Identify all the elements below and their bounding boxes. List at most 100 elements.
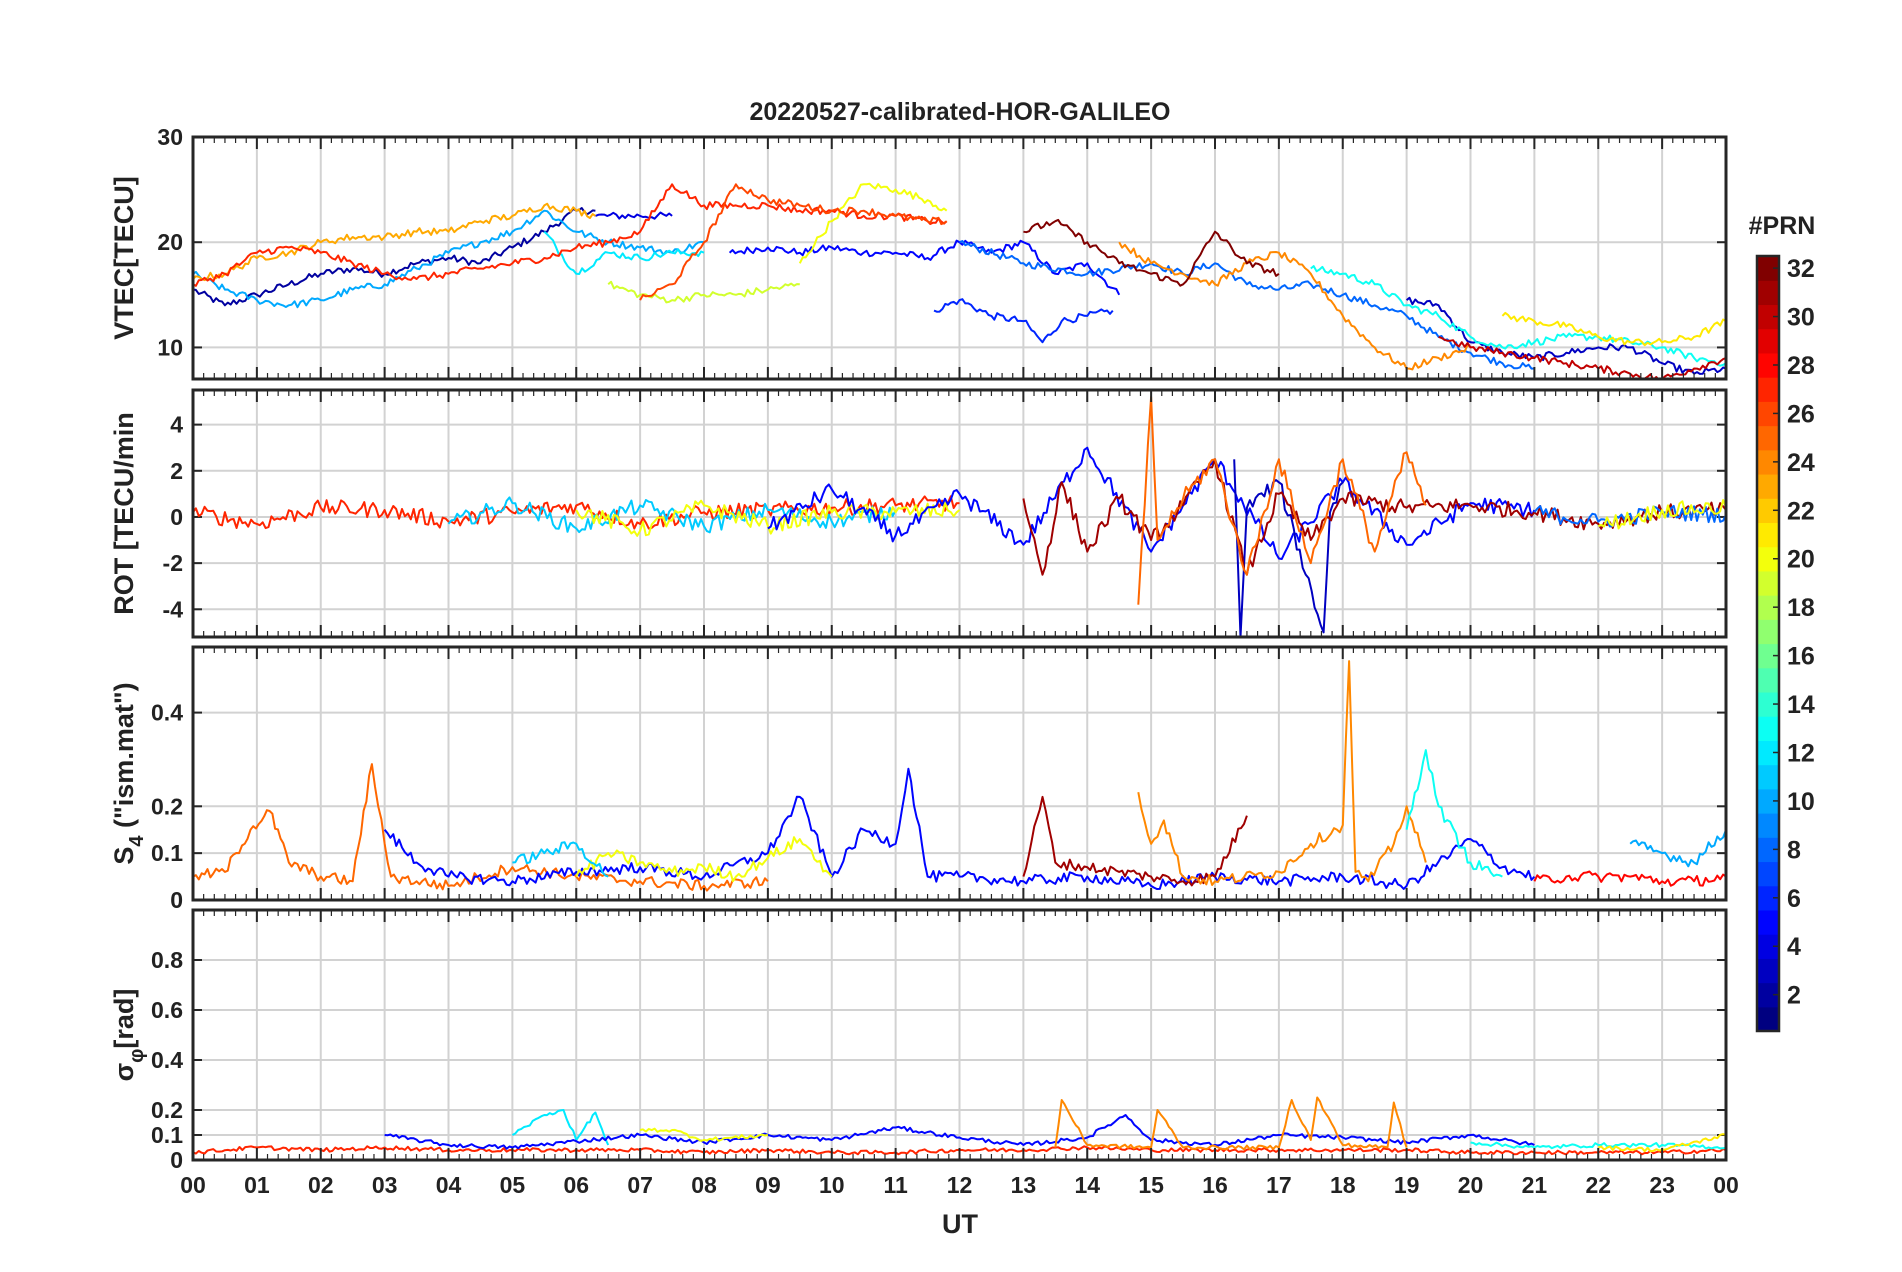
colorbar-segment — [1757, 304, 1779, 330]
y-tick-label: 0 — [170, 1147, 183, 1173]
colorbar-segment — [1757, 934, 1779, 959]
colorbar-tick-label: 12 — [1787, 739, 1815, 767]
series-line-prn-21 — [1501, 311, 1726, 347]
colorbar-tick-label: 16 — [1787, 643, 1815, 671]
series-line-prn-24 — [1054, 1096, 1408, 1151]
x-tick-label: 01 — [244, 1172, 270, 1198]
y-tick-label: 30 — [157, 124, 183, 150]
colorbar-segment — [1757, 1006, 1779, 1032]
panel-s4-series — [193, 660, 1726, 892]
series-line-prn-25 — [193, 763, 769, 892]
x-axis-label: UT — [942, 1209, 978, 1239]
x-tick-label: 00 — [180, 1172, 206, 1198]
colorbar-segment — [1757, 885, 1779, 911]
panel-s4-frame — [191, 645, 1728, 902]
x-tick-label: 16 — [1202, 1172, 1228, 1198]
series-line-prn-3 — [1233, 459, 1344, 637]
colorbar-tick-label: 10 — [1787, 788, 1815, 816]
colorbar-segment — [1757, 328, 1779, 354]
series-line-prn-4 — [595, 211, 673, 220]
x-tick-label: 00 — [1713, 1172, 1739, 1198]
colorbar-segment — [1757, 352, 1779, 378]
y-tick-label: 0.1 — [151, 840, 183, 866]
x-tick-label: 22 — [1585, 1172, 1611, 1198]
x-tick-label: 07 — [627, 1172, 653, 1198]
series-line-prn-11 — [512, 841, 609, 878]
colorbar-segment — [1757, 449, 1779, 475]
series-line-prn-11 — [447, 496, 897, 534]
series-line-prn-20 — [575, 836, 833, 883]
colorbar-segment — [1757, 570, 1779, 596]
y-axis-label-sigma: σφ[rad] — [109, 989, 148, 1082]
panel-vtec: 10 20 30 VTEC[TECU] — [109, 124, 1728, 381]
y-tick-label: -4 — [163, 596, 184, 622]
x-tick-label: 05 — [500, 1172, 526, 1198]
colorbar-segment — [1757, 498, 1779, 524]
y-tick-label: 0.4 — [151, 700, 183, 726]
panel-vtec-frame — [191, 135, 1728, 381]
series-line-prn-5 — [384, 1114, 1535, 1150]
x-tick-label: 19 — [1394, 1172, 1420, 1198]
x-tick-label: 21 — [1522, 1172, 1548, 1198]
y-tick-label: 0.6 — [151, 997, 183, 1023]
y-tick-label: 0.4 — [151, 1047, 183, 1073]
y-tick-label: -2 — [163, 550, 183, 576]
series-line-prn-23 — [193, 202, 596, 282]
x-tick-label: 17 — [1266, 1172, 1292, 1198]
y-tick-label: 0.8 — [151, 947, 183, 973]
series-line-prn-12 — [543, 230, 705, 275]
colorbar-segment — [1757, 425, 1779, 451]
colorbar-segment — [1757, 691, 1779, 717]
y-tick-label: 0 — [170, 887, 183, 913]
colorbar-tick-label: 14 — [1787, 691, 1815, 719]
series-line-prn-10 — [193, 209, 705, 309]
colorbar-tick-label: 8 — [1787, 836, 1801, 864]
x-tick-label: 23 — [1649, 1172, 1675, 1198]
series-line-prn-26 — [639, 183, 948, 301]
series-line-prn-5 — [728, 239, 1121, 296]
colorbar-segment — [1757, 401, 1779, 427]
y-axis-label-vtec: VTEC[TECU] — [109, 176, 139, 340]
panel-vtec-series — [193, 182, 1726, 379]
x-tick-label: 10 — [819, 1172, 845, 1198]
colorbar-tick-label: 6 — [1787, 885, 1801, 913]
colorbar-segment — [1757, 788, 1779, 814]
colorbar-segment — [1757, 837, 1779, 863]
series-line-prn-12 — [511, 1109, 610, 1146]
series-line-prn-3 — [1405, 296, 1726, 375]
x-tick-label: 04 — [436, 1172, 462, 1198]
colorbar-tick-label: 24 — [1787, 449, 1815, 477]
series-line-prn-5 — [767, 446, 1536, 560]
x-tick-label: 03 — [372, 1172, 398, 1198]
colorbar-segment — [1757, 522, 1779, 548]
colorbar-segment — [1757, 546, 1779, 572]
series-line-prn-13 — [1310, 265, 1726, 367]
colorbar-segment — [1757, 740, 1779, 766]
x-tick-label: 06 — [563, 1172, 589, 1198]
colorbar-segment — [1757, 619, 1779, 645]
colorbar-tick-label: 4 — [1787, 933, 1801, 961]
series-line-prn-27 — [193, 183, 948, 287]
colorbar-tick-label: 22 — [1787, 497, 1815, 525]
colorbar-segment — [1757, 595, 1779, 620]
x-tick-label: 12 — [947, 1172, 973, 1198]
y-axis-label-rot: ROT [TECU/min — [109, 412, 139, 615]
colorbar-segment — [1757, 377, 1779, 402]
y-tick-label: 0.2 — [151, 1097, 183, 1123]
series-line-prn-10 — [1629, 829, 1726, 868]
series-line-prn-20 — [575, 499, 961, 537]
x-tick-label: 18 — [1330, 1172, 1356, 1198]
y-tick-label: 10 — [157, 334, 183, 360]
x-tick-label: 08 — [691, 1172, 717, 1198]
series-line-prn-20 — [798, 182, 948, 264]
series-line-prn-6 — [933, 298, 1114, 344]
colorbar-segment — [1757, 280, 1779, 306]
colorbar-tick-label: 2 — [1787, 982, 1801, 1010]
colorbar-tick-label: 20 — [1787, 546, 1815, 574]
colorbar-title: #PRN — [1749, 212, 1816, 240]
series-line-prn-24 — [1118, 241, 1472, 371]
colorbar-segment — [1757, 861, 1779, 887]
panel-rot-frame — [191, 388, 1728, 639]
x-tick-label: 11 — [883, 1172, 908, 1198]
